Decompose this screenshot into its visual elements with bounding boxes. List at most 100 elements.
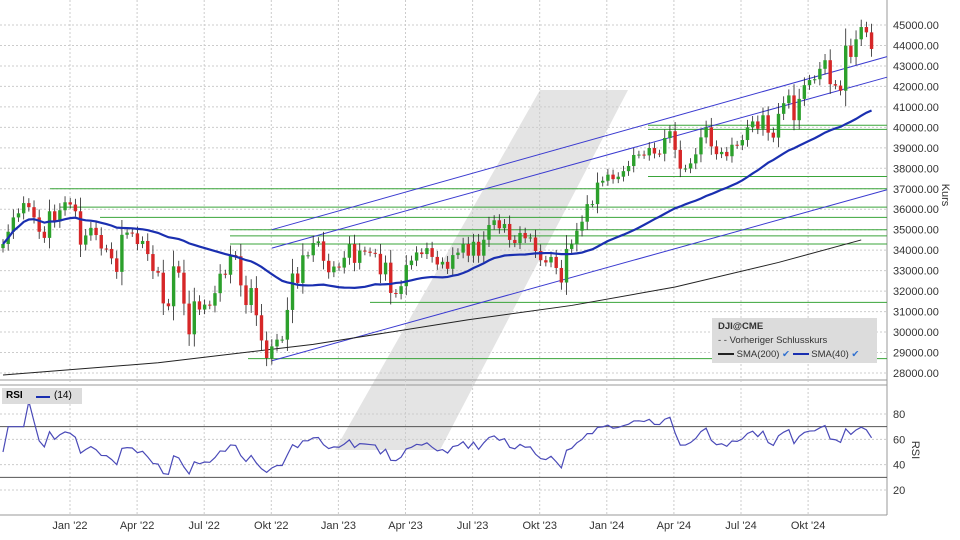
candle-up [306, 255, 310, 257]
sma40-line [2, 109, 872, 289]
candle-down [187, 303, 191, 335]
candle-up [218, 273, 222, 294]
candle-down [725, 151, 729, 157]
trend-channel-lower [271, 189, 888, 362]
candle-up [399, 286, 403, 294]
rsi-tick-label: 40 [893, 460, 905, 472]
x-tick-label: Apr '22 [120, 520, 155, 532]
candle-up [228, 255, 233, 275]
x-tick-label: Okt '24 [791, 520, 826, 532]
candle-up [704, 127, 708, 138]
check-icon[interactable]: ✔ [782, 349, 791, 360]
candle-up [492, 220, 496, 225]
check-icon[interactable]: ✔ [851, 349, 860, 360]
y-tick-label: 37000.00 [893, 184, 939, 196]
candle-down [295, 273, 300, 283]
candle-up [404, 265, 408, 287]
candle-up [606, 174, 610, 181]
candle-up [699, 137, 703, 155]
candle-down [771, 132, 776, 138]
candle-up [456, 252, 460, 256]
candle-up [280, 339, 284, 341]
candle-down [652, 148, 657, 154]
candle-down [161, 272, 165, 304]
candle-down [151, 254, 155, 272]
legend-prev-close: - - Vorheriger Schlusskurs [718, 335, 828, 346]
candle-up [694, 154, 698, 164]
candle-up [63, 202, 67, 211]
candle-down [177, 266, 181, 273]
candle-up [11, 217, 16, 232]
candle-down [259, 315, 264, 341]
candle-down [559, 267, 564, 283]
candle-up [854, 39, 858, 57]
candle-down [838, 85, 843, 91]
candle-down [466, 244, 470, 256]
sma200-line [2, 239, 862, 376]
candle-up [84, 235, 88, 245]
candle-up [595, 182, 600, 205]
candle-down [208, 304, 212, 306]
candle-down [394, 292, 398, 294]
rsi-legend: RSI (14) [2, 388, 82, 404]
candle-up [202, 304, 207, 310]
candle-down [869, 32, 874, 49]
candle-down [735, 144, 739, 146]
rsi-tick-label: 20 [893, 485, 905, 497]
candle-down [363, 250, 367, 252]
candle-down [264, 340, 269, 359]
candle-down [99, 235, 103, 249]
candle-up [730, 144, 734, 157]
price-legend: DJI@CME - - Vorheriger Schlusskurs SMA(2… [712, 318, 877, 363]
candle-down [94, 227, 98, 236]
candle-up [797, 98, 801, 121]
sma200-swatch [718, 353, 734, 356]
candle-up [383, 262, 388, 275]
candle-down [37, 217, 41, 232]
legend-prev-close-label: Vorheriger Schlusskurs [729, 335, 828, 346]
x-tick-label: Apr '24 [657, 520, 692, 532]
candle-up [668, 131, 672, 138]
candle-up [120, 234, 124, 272]
candle-down [53, 211, 57, 222]
candle-down [27, 203, 31, 208]
candle-down [538, 250, 543, 261]
candle-up [663, 137, 667, 154]
candle-up [213, 293, 217, 306]
candle-up [590, 204, 595, 206]
rsi-tick-label: 60 [893, 434, 905, 446]
candle-down [389, 262, 393, 293]
y-tick-label: 30000.00 [893, 327, 939, 339]
candle-up [859, 27, 863, 40]
x-tick-label: Jan '24 [589, 520, 624, 532]
candle-up [776, 113, 781, 138]
x-tick-label: Apr '23 [388, 520, 423, 532]
candle-down [327, 260, 331, 273]
candle-down [611, 174, 615, 180]
candle-up [301, 255, 305, 283]
candle-down [244, 285, 248, 306]
y-tick-label: 35000.00 [893, 225, 939, 237]
candle-down [239, 256, 243, 286]
y-tick-label: 43000.00 [893, 61, 939, 73]
candle-down [497, 220, 502, 229]
sma40-swatch [792, 353, 809, 356]
legend-sma: SMA(200) ✔ SMA(40) ✔ [718, 349, 859, 360]
candle-down [337, 266, 341, 268]
candle-down [554, 256, 558, 268]
candle-up [347, 244, 352, 258]
y-tick-label: 42000.00 [893, 81, 939, 93]
y-tick-label: 44000.00 [893, 40, 939, 52]
x-tick-label: Jul '22 [188, 520, 219, 532]
candle-down [833, 84, 838, 86]
x-tick-label: Jan '23 [321, 520, 356, 532]
candle-up [787, 95, 791, 104]
rsi-axis-title: RSI [909, 441, 921, 459]
candle-up [425, 248, 429, 255]
candle-up [616, 176, 620, 180]
candle-down [673, 131, 677, 150]
candle-up [823, 60, 827, 69]
candle-down [68, 202, 72, 205]
candle-down [513, 239, 517, 244]
candle-down [42, 231, 47, 238]
